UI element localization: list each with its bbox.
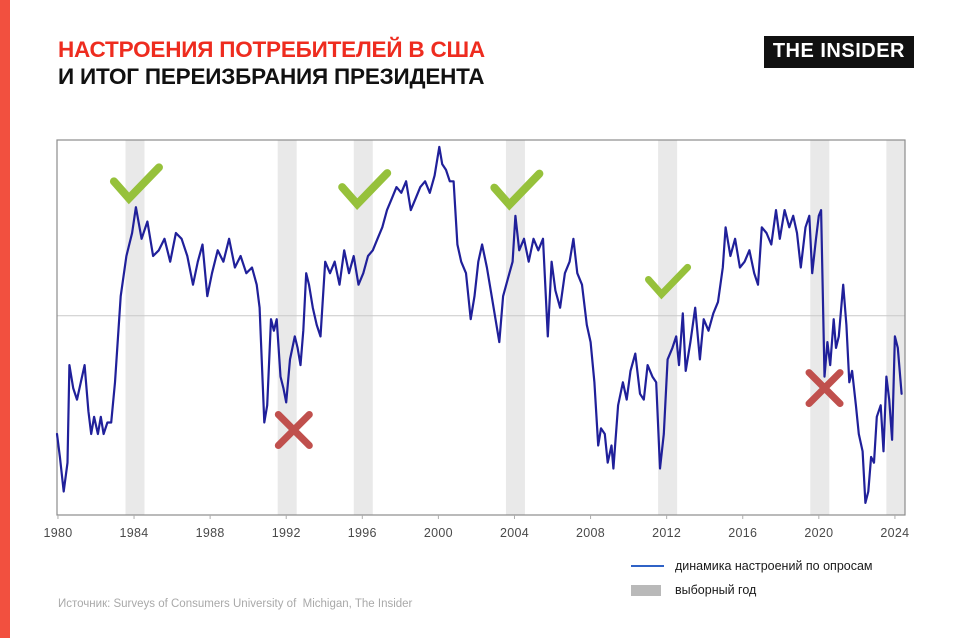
legend-item-sentiment-line: динамика настроений по опросам [631, 558, 873, 574]
election-year-band [353, 140, 373, 515]
page-title-line2: И ИТОГ ПЕРЕИЗБРАНИЯ ПРЕЗИДЕНТА [58, 64, 485, 89]
source-note: Источник: Surveys of Consumers Universit… [58, 598, 413, 610]
x-axis-label: 2024 [880, 526, 909, 540]
x-axis-label: 2008 [576, 526, 605, 540]
election-year-band [810, 140, 830, 515]
x-axis-label: 2020 [804, 526, 833, 540]
x-axis-label: 1996 [348, 526, 377, 540]
x-axis-label: 1980 [43, 526, 72, 540]
reelection-win-check-icon [490, 169, 544, 211]
chart-legend: динамика настроений по опросам выборный … [631, 558, 873, 606]
election-year-band [277, 140, 297, 515]
reelection-loss-x-icon [274, 411, 313, 450]
reelection-win-check-icon [644, 263, 692, 300]
x-axis-label: 1992 [272, 526, 301, 540]
election-year-band [886, 140, 905, 515]
election-year-band [505, 140, 525, 515]
line-swatch-icon [631, 565, 664, 567]
the-insider-logo: THE INSIDER [763, 36, 914, 68]
page-title-line1: НАСТРОЕНИЯ ПОТРЕБИТЕЛЕЙ В США [58, 37, 485, 62]
sentiment-line [55, 145, 903, 504]
reelection-win-check-icon [109, 163, 163, 205]
plot-border [56, 139, 906, 516]
reelection-win-check-icon [338, 169, 392, 211]
election-year-band [658, 140, 678, 515]
x-axis-label: 1988 [196, 526, 225, 540]
x-axis-label: 2000 [424, 526, 453, 540]
page-title: НАСТРОЕНИЯ ПОТРЕБИТЕЛЕЙ В США И ИТОГ ПЕР… [58, 36, 485, 90]
x-axis-label: 1984 [120, 526, 149, 540]
reelection-loss-x-icon [805, 369, 844, 408]
x-axis-label: 2012 [652, 526, 681, 540]
legend-band-label: выборный год [675, 583, 757, 597]
x-axis-label: 2016 [728, 526, 757, 540]
left-accent-bar [0, 0, 10, 638]
band-swatch-icon [631, 584, 661, 596]
x-axis-label: 2004 [500, 526, 529, 540]
legend-line-label: динамика настроений по опросам [675, 559, 873, 573]
legend-item-election-year: выборный год [631, 582, 873, 598]
